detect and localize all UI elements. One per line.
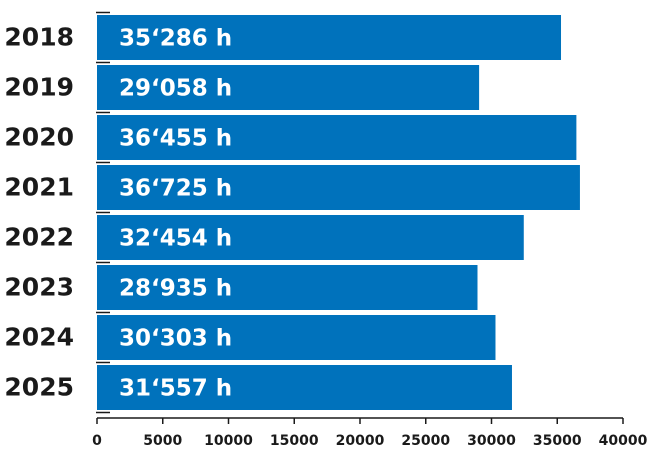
x-tick-label: 0	[92, 433, 102, 449]
bar-value-label: 30‘303 h	[119, 326, 232, 352]
bar-2023	[97, 265, 478, 310]
bar-value-label: 36‘455 h	[119, 126, 232, 152]
x-tick-label: 30000	[467, 433, 516, 449]
x-tick-label: 40000	[599, 433, 648, 449]
bar-value-label: 29‘058 h	[119, 76, 232, 102]
x-tick-label: 25000	[401, 433, 450, 449]
y-axis-ticks	[96, 11, 110, 414]
bar-value-label: 36‘725 h	[119, 176, 232, 202]
bars	[97, 15, 580, 410]
bar-value-label: 28‘935 h	[119, 276, 232, 302]
bar-2021	[97, 165, 580, 210]
x-tick-label: 35000	[533, 433, 582, 449]
category-label: 2019	[4, 73, 74, 102]
bar-2020	[97, 115, 577, 160]
x-tick-label: 20000	[336, 433, 385, 449]
category-label: 2022	[4, 223, 74, 252]
category-label: 2020	[4, 123, 74, 152]
bar-value-label: 35‘286 h	[119, 26, 232, 52]
bar-value-label: 32‘454 h	[119, 226, 232, 252]
bar-value-labels: 35‘286 h 29‘058 h 36‘455 h 36‘725 h 32‘454 h…	[119, 26, 232, 402]
bar-value-label: 31‘557 h	[119, 376, 232, 402]
x-axis-ticks	[96, 418, 624, 424]
bar-2024	[97, 315, 496, 360]
x-axis-tick-labels: 0 5000 10000 15000 20000 25000 30000 35000 40000	[92, 433, 647, 449]
category-label: 2024	[4, 323, 74, 352]
bar-2019	[97, 65, 480, 110]
x-tick-label: 5000	[143, 433, 182, 449]
x-tick-label: 10000	[204, 433, 253, 449]
bar-2025	[97, 365, 512, 410]
category-label: 2023	[4, 273, 74, 302]
x-tick-label: 15000	[270, 433, 319, 449]
bar-2022	[97, 215, 524, 260]
category-label: 2025	[4, 373, 74, 402]
bar-2018	[97, 15, 562, 60]
category-labels: 2018 2019 2020 2021 2022 2023 2024 2025	[4, 23, 74, 402]
category-label: 2018	[4, 23, 74, 52]
category-label: 2021	[4, 173, 74, 202]
